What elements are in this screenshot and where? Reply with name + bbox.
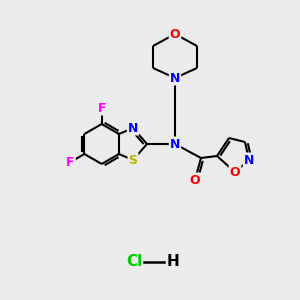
- Text: O: O: [190, 173, 200, 187]
- Text: O: O: [230, 166, 240, 178]
- Text: N: N: [170, 137, 180, 151]
- Text: F: F: [98, 101, 106, 115]
- Text: H: H: [167, 254, 179, 269]
- Text: O: O: [170, 28, 180, 40]
- Text: F: F: [66, 155, 75, 169]
- Text: Cl: Cl: [126, 254, 142, 269]
- Text: N: N: [128, 122, 138, 134]
- Text: N: N: [244, 154, 254, 166]
- Text: S: S: [128, 154, 137, 166]
- Text: N: N: [170, 71, 180, 85]
